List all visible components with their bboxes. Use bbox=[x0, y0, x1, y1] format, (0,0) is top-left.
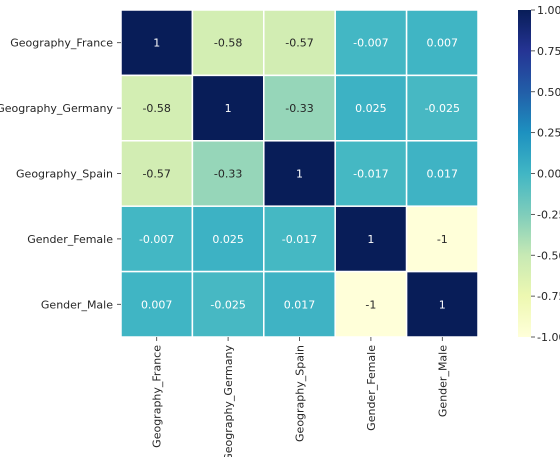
colorbar-gradient bbox=[518, 10, 531, 337]
colorbar-tick-label: -0.25 bbox=[537, 208, 560, 221]
heatmap-cells bbox=[120, 9, 479, 338]
heatmap-cell bbox=[334, 205, 408, 273]
heatmap-cell bbox=[191, 140, 265, 207]
cell-value-label: -0.57 bbox=[285, 37, 313, 50]
cell-value-label: -0.025 bbox=[210, 298, 245, 311]
cell-value-label: -0.025 bbox=[425, 102, 460, 115]
heatmap-cell bbox=[263, 205, 336, 273]
cell-value-label: 0.025 bbox=[355, 102, 387, 115]
heatmap-cell bbox=[191, 9, 265, 77]
y-tick-label: Geography_Germany bbox=[0, 102, 113, 115]
y-tick-label: Geography_Spain bbox=[16, 168, 113, 181]
cell-value-label: 0.017 bbox=[427, 168, 459, 181]
cell-value-label: -0.57 bbox=[142, 168, 170, 181]
heatmap-cell-labels: 1 -0.58 -0.57 -0.007 0.007 -0.58 1 -0.33 0.025 -0… bbox=[139, 37, 460, 312]
cell-value-label: -0.58 bbox=[142, 102, 170, 115]
colorbar-tick-label: 0.00 bbox=[537, 168, 560, 181]
y-axis-tick-labels: Geography_France Geography_Germany Geograp… bbox=[0, 37, 121, 311]
colorbar-tick-label: 0.50 bbox=[537, 86, 560, 99]
colorbar-tick-label: 1.00 bbox=[537, 4, 560, 17]
heatmap-cell bbox=[120, 9, 194, 77]
x-axis-tick-labels: Geography_France Geography_Germany Geograp… bbox=[151, 337, 449, 457]
colorbar-tick-label: 0.25 bbox=[537, 127, 560, 140]
heatmap-cell bbox=[263, 74, 336, 142]
cell-value-label: -0.007 bbox=[353, 37, 388, 50]
heatmap-cell bbox=[191, 270, 265, 338]
cell-value-label: 1 bbox=[225, 102, 232, 115]
x-tick-label: Gender_Female bbox=[365, 345, 378, 431]
heatmap-cell bbox=[405, 205, 479, 273]
cell-value-label: -0.017 bbox=[282, 233, 317, 246]
x-tick-label: Geography_Germany bbox=[222, 345, 235, 457]
cell-value-label: 0.025 bbox=[212, 233, 244, 246]
x-tick-label: Gender_Male bbox=[436, 345, 449, 417]
colorbar-tick-label: -0.75 bbox=[537, 290, 560, 303]
cell-value-label: 0.017 bbox=[284, 298, 316, 311]
cell-value-label: 1 bbox=[296, 168, 303, 181]
y-tick-label: Gender_Male bbox=[41, 298, 113, 311]
heatmap-cell bbox=[334, 140, 408, 207]
colorbar: 1.00 0.75 0.50 0.25 0.00 -0.25 -0.50 -0.75 -1.00 bbox=[518, 4, 560, 344]
cell-value-label: -0.33 bbox=[214, 168, 242, 181]
heatmap-cell bbox=[405, 74, 479, 142]
cell-value-label: 0.007 bbox=[141, 298, 173, 311]
heatmap-cell bbox=[191, 205, 265, 273]
cell-value-label: 0.007 bbox=[427, 37, 459, 50]
cell-value-label: 1 bbox=[439, 298, 446, 311]
cell-value-label: -0.017 bbox=[353, 168, 388, 181]
y-tick-label: Geography_France bbox=[10, 37, 113, 50]
colorbar-tick-label: -0.50 bbox=[537, 249, 560, 262]
cell-value-label: -0.007 bbox=[139, 233, 174, 246]
heatmap-cell bbox=[263, 270, 336, 338]
cell-value-label: -0.58 bbox=[214, 37, 242, 50]
y-tick-label: Gender_Female bbox=[27, 233, 113, 246]
cell-value-label: -0.33 bbox=[285, 102, 313, 115]
cell-value-label: 1 bbox=[153, 37, 160, 50]
heatmap-cell bbox=[120, 270, 194, 338]
cell-value-label: 1 bbox=[367, 233, 374, 246]
x-tick-label: Geography_France bbox=[151, 345, 164, 448]
colorbar-tick-label: -1.00 bbox=[537, 331, 560, 344]
cell-value-label: -1 bbox=[437, 233, 448, 246]
x-tick-label: Geography_Spain bbox=[294, 345, 307, 442]
cell-value-label: -1 bbox=[365, 298, 376, 311]
colorbar-tick-label: 0.75 bbox=[537, 45, 560, 58]
